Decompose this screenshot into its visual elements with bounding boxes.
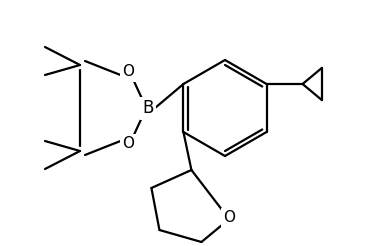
Text: O: O bbox=[223, 211, 235, 226]
Text: O: O bbox=[122, 64, 134, 79]
Text: B: B bbox=[142, 99, 154, 117]
Text: O: O bbox=[122, 137, 134, 152]
